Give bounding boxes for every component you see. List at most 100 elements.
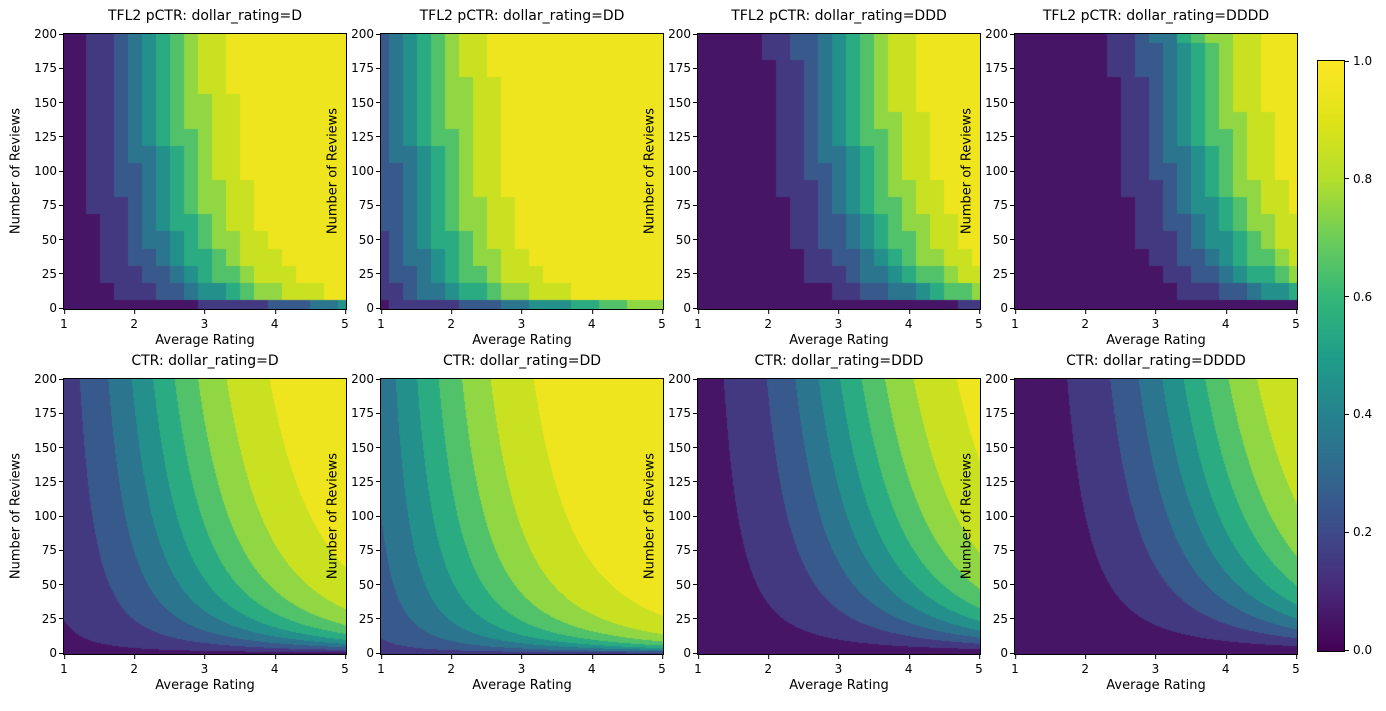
colorbar-canvas	[1317, 60, 1345, 652]
y-tick-label: 150	[657, 441, 697, 455]
y-tick-label: 0	[657, 646, 697, 660]
y-tick-label: 50	[340, 578, 380, 592]
y-tick-label: 175	[657, 61, 697, 75]
y-tick-label: 200	[657, 372, 697, 386]
contour-plot-canvas	[1014, 378, 1298, 655]
x-tick-label: 1	[60, 310, 68, 331]
x-tick-label: 2	[447, 310, 456, 331]
x-tick-label: 2	[130, 310, 139, 331]
x-axis-label: Average Rating	[789, 678, 889, 693]
x-tick-label: 4	[1221, 655, 1230, 676]
y-tick-label: 150	[974, 441, 1014, 455]
x-tick-label: 1	[377, 310, 385, 331]
x-axis-label: Average Rating	[155, 678, 255, 693]
x-axis-label: Average Rating	[789, 333, 889, 348]
x-axis-label: Average Rating	[1106, 678, 1206, 693]
x-tick-label: 5	[658, 655, 666, 676]
y-tick-label: 50	[974, 233, 1014, 247]
x-tick-label: 3	[834, 655, 843, 676]
y-tick-label: 150	[974, 96, 1014, 110]
y-tick-label: 100	[340, 164, 380, 178]
contour-plot-canvas	[1014, 33, 1298, 310]
contour-plot-canvas	[697, 378, 981, 655]
x-tick-label: 1	[1011, 655, 1019, 676]
colorbar-tick-label: 0.0	[1344, 643, 1373, 657]
y-tick-label: 150	[23, 96, 63, 110]
y-axis-label: Number of Reviews	[642, 452, 658, 580]
y-tick-label: 75	[657, 543, 697, 557]
y-tick-label: 0	[974, 646, 1014, 660]
y-tick-label: 175	[340, 406, 380, 420]
x-tick-label: 5	[975, 655, 983, 676]
contour-plot-canvas	[63, 378, 347, 655]
y-tick-label: 175	[23, 61, 63, 75]
y-tick-label: 50	[23, 233, 63, 247]
y-tick-label: 200	[974, 372, 1014, 386]
contour-plot-canvas	[697, 33, 981, 310]
subplot-title: TFL2 pCTR: dollar_rating=DDDD	[1042, 8, 1270, 24]
y-tick-label: 150	[657, 96, 697, 110]
y-tick-label: 0	[340, 646, 380, 660]
y-tick-label: 50	[657, 578, 697, 592]
x-tick-label: 5	[341, 655, 349, 676]
y-tick-label: 75	[23, 198, 63, 212]
x-tick-label: 2	[130, 655, 139, 676]
subplot-title: CTR: dollar_rating=DD	[442, 353, 602, 369]
y-tick-label: 200	[23, 372, 63, 386]
x-axis-label: Average Rating	[472, 333, 572, 348]
y-tick-label: 25	[23, 612, 63, 626]
y-tick-label: 25	[974, 612, 1014, 626]
x-tick-label: 4	[270, 655, 279, 676]
x-tick-label: 4	[587, 655, 596, 676]
contour-plot-canvas	[63, 33, 347, 310]
x-tick-label: 2	[764, 310, 773, 331]
y-tick-label: 200	[657, 27, 697, 41]
y-tick-label: 0	[23, 646, 63, 660]
y-tick-label: 175	[23, 406, 63, 420]
x-tick-label: 1	[694, 655, 702, 676]
y-tick-label: 175	[974, 406, 1014, 420]
y-axis-label: Number of Reviews	[8, 452, 24, 580]
y-tick-label: 50	[974, 578, 1014, 592]
colorbar-tick-label: 0.4	[1344, 407, 1373, 422]
y-tick-label: 25	[340, 267, 380, 281]
y-tick-label: 175	[340, 61, 380, 75]
y-axis-label: Number of Reviews	[325, 452, 341, 580]
y-axis-label: Number of Reviews	[642, 107, 658, 235]
y-tick-label: 100	[23, 164, 63, 178]
x-tick-label: 3	[200, 310, 209, 331]
y-tick-label: 75	[974, 198, 1014, 212]
y-tick-label: 0	[974, 301, 1014, 315]
x-tick-label: 3	[834, 310, 843, 331]
y-tick-label: 75	[340, 198, 380, 212]
y-tick-label: 25	[23, 267, 63, 281]
y-tick-label: 0	[23, 301, 63, 315]
x-tick-label: 1	[377, 655, 385, 676]
y-axis-label: Number of Reviews	[325, 107, 341, 235]
x-tick-label: 5	[1292, 655, 1300, 676]
x-axis-label: Average Rating	[1106, 333, 1206, 348]
y-tick-label: 75	[23, 543, 63, 557]
x-tick-label: 3	[200, 655, 209, 676]
x-tick-label: 1	[694, 310, 702, 331]
y-tick-label: 175	[974, 61, 1014, 75]
colorbar-tick-label: 0.8	[1344, 171, 1373, 186]
x-tick-label: 4	[904, 310, 913, 331]
x-tick-label: 4	[270, 310, 279, 331]
y-tick-label: 150	[340, 441, 380, 455]
x-tick-label: 4	[904, 655, 913, 676]
y-tick-label: 75	[657, 198, 697, 212]
x-tick-label: 1	[1011, 310, 1019, 331]
y-axis-label: Number of Reviews	[8, 107, 24, 235]
x-tick-label: 4	[587, 310, 596, 331]
subplot-title: CTR: dollar_rating=D	[131, 353, 279, 369]
y-tick-label: 200	[340, 372, 380, 386]
x-tick-label: 5	[975, 310, 983, 331]
x-tick-label: 3	[1151, 655, 1160, 676]
y-tick-label: 125	[974, 130, 1014, 144]
y-tick-label: 125	[23, 130, 63, 144]
x-tick-label: 3	[1151, 310, 1160, 331]
x-axis-label: Average Rating	[155, 333, 255, 348]
y-tick-label: 100	[340, 509, 380, 523]
